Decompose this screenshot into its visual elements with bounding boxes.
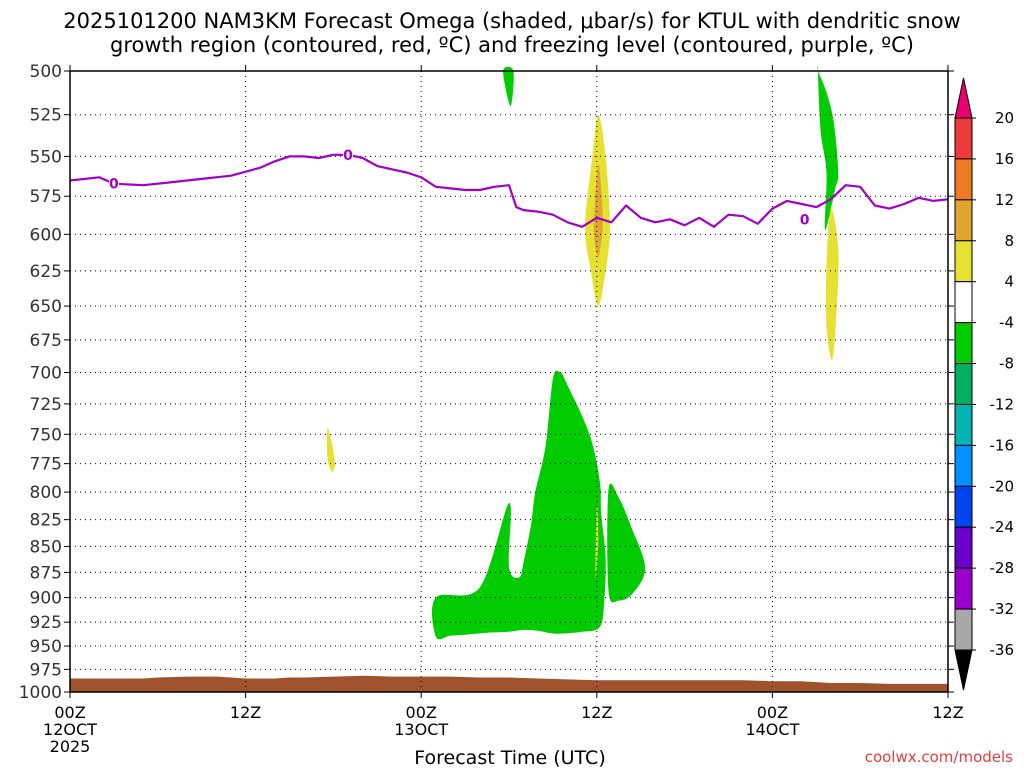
x-tick-label-12-0: 12Z xyxy=(230,703,261,722)
x-tick-label-0-1: 12OCT xyxy=(43,720,97,739)
freezing-level-contour: 0 0 0 xyxy=(69,146,949,228)
y-tick-label-950: 950 xyxy=(30,637,62,657)
omega-region-2 xyxy=(607,483,646,603)
colorbar-segment-10 xyxy=(954,485,973,528)
y-tick-label-800: 800 xyxy=(30,483,62,503)
omega-region-0 xyxy=(503,66,514,107)
omega-region-1 xyxy=(431,370,606,640)
colorbar-segment-4 xyxy=(954,240,973,283)
omega-region-7 xyxy=(326,427,335,472)
y-tick-label-525: 525 xyxy=(30,106,62,126)
colorbar-label-2: 12 xyxy=(995,191,1014,209)
freezing-label-bg-0 xyxy=(108,175,119,191)
colorbar-segment-13 xyxy=(954,608,973,651)
omega-region-5 xyxy=(593,164,603,257)
colorbar-label-3: 8 xyxy=(1004,232,1014,250)
colorbar-segment-6 xyxy=(954,322,973,365)
y-tick-label-700: 700 xyxy=(30,363,62,383)
x-tick-label-48-1: 14OCT xyxy=(745,720,799,739)
colorbar-label-12: -32 xyxy=(990,600,1015,618)
credit-text: coolwx.com/models xyxy=(865,748,1013,766)
y-tick-label-575: 575 xyxy=(30,187,62,207)
colorbar-segment-2 xyxy=(954,158,973,201)
colorbar-segment-14 xyxy=(954,649,973,691)
freezing-label-bg-2 xyxy=(799,211,810,227)
colorbar-label-13: -36 xyxy=(990,641,1015,659)
colorbar-label-9: -20 xyxy=(990,477,1015,495)
x-tick-label-24-1: 13OCT xyxy=(394,720,448,739)
plot-frame xyxy=(69,70,949,693)
colorbar-segment-0 xyxy=(954,77,973,119)
colorbar-segment-7 xyxy=(954,363,973,405)
y-tick-label-925: 925 xyxy=(30,613,62,633)
y-tick-label-625: 625 xyxy=(30,262,62,282)
y-tick-label-725: 725 xyxy=(30,395,62,415)
chart-title-line-2: growth region (contoured, red, ºC) and f… xyxy=(110,33,914,57)
omega-region-6 xyxy=(825,208,839,360)
plot-border xyxy=(69,70,949,693)
y-tick-label-600: 600 xyxy=(30,225,62,245)
terrain-surface xyxy=(70,675,948,692)
colorbar-label-5: -4 xyxy=(999,314,1014,332)
colorbar-label-10: -24 xyxy=(990,518,1015,536)
y-tick-label-750: 750 xyxy=(30,425,62,445)
colorbar-label-8: -16 xyxy=(990,436,1015,454)
y-tick-label-550: 550 xyxy=(30,147,62,167)
omega-region-3 xyxy=(817,65,839,231)
y-tick-label-775: 775 xyxy=(30,455,62,475)
x-tick-label-0-0: 00Z xyxy=(54,703,85,722)
colorbar-label-6: -8 xyxy=(999,355,1014,373)
x-tick-label-0-2: 2025 xyxy=(50,737,91,756)
y-tick-label-975: 975 xyxy=(30,660,62,680)
colorbar-label-0: 20 xyxy=(995,109,1014,127)
y-tick-label-875: 875 xyxy=(30,563,62,583)
omega-shading xyxy=(326,65,839,640)
freezing-level-label-0: 0 xyxy=(109,177,119,193)
gridlines xyxy=(70,71,948,692)
colorbar-label-4: 4 xyxy=(1004,273,1014,291)
freezing-level-label-2: 0 xyxy=(800,212,810,228)
y-tick-label-850: 850 xyxy=(30,537,62,557)
colorbar-segment-8 xyxy=(954,403,973,446)
colorbar-segment-5 xyxy=(954,281,973,324)
x-tick-label-36-0: 12Z xyxy=(581,703,612,722)
y-tick-label-650: 650 xyxy=(30,297,62,317)
y-tick-label-1000: 1000 xyxy=(19,683,62,703)
colorbar: 20 16 12 8 4 -4 -8 -12 -16 -20 -24 -28 -32 -36 xyxy=(954,77,1015,691)
colorbar-label-1: 16 xyxy=(995,150,1014,168)
colorbar-label-11: -28 xyxy=(990,559,1015,577)
colorbar-segment-12 xyxy=(954,567,973,610)
y-axis-ticks: 500 525 550 575 600 625 650 675 700 725 750 775 800 8… xyxy=(19,62,954,703)
terrain-fill xyxy=(70,675,948,692)
colorbar-segment-1 xyxy=(954,117,973,160)
chart-title-line-1: 2025101200 NAM3KM Forecast Omega (shaded… xyxy=(63,9,960,33)
freezing-level-line xyxy=(69,153,949,228)
x-tick-label-24-0: 00Z xyxy=(406,703,437,722)
colorbar-segment-11 xyxy=(954,526,973,569)
colorbar-segment-3 xyxy=(954,199,973,242)
freezing-label-bg-1 xyxy=(343,146,354,162)
y-tick-label-825: 825 xyxy=(30,511,62,531)
x-axis-label: Forecast Time (UTC) xyxy=(414,747,605,768)
x-tick-label-48-0: 00Z xyxy=(757,703,788,722)
x-tick-label-60-0: 12Z xyxy=(932,703,963,722)
y-tick-label-900: 900 xyxy=(30,589,62,609)
colorbar-label-7: -12 xyxy=(990,395,1015,413)
colorbar-segment-9 xyxy=(954,444,973,487)
chart-title: 2025101200 NAM3KM Forecast Omega (shaded… xyxy=(63,9,960,57)
y-tick-label-500: 500 xyxy=(30,62,62,82)
y-tick-label-675: 675 xyxy=(30,331,62,351)
freezing-level-label-1: 0 xyxy=(343,148,353,164)
